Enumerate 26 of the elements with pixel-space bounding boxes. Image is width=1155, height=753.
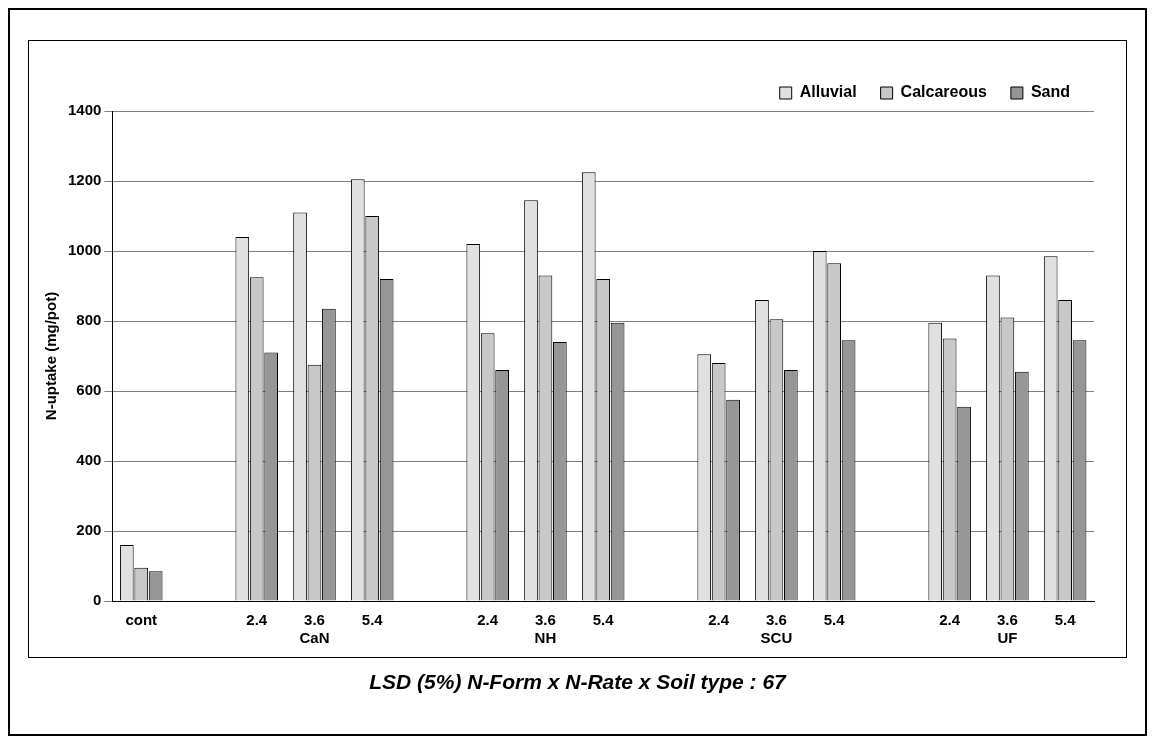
- x-tick-label: 3.6 UF: [996, 611, 1018, 647]
- x-tick-label: 5.4: [1054, 611, 1077, 629]
- x-tick-label: cont: [125, 611, 158, 629]
- x-tick-label: 3.6 SCU: [760, 611, 793, 647]
- y-tick-label: 400: [76, 451, 102, 469]
- y-tick-label: 1200: [67, 171, 102, 189]
- x-tick-label: 3.6 CaN: [299, 611, 330, 647]
- y-axis-title: N-uptake (mg/pot): [42, 291, 60, 421]
- y-tick-label: 200: [76, 521, 102, 539]
- x-tick-label: 2.4: [477, 611, 499, 629]
- legend-label: Sand: [1030, 83, 1071, 101]
- y-tick-label: 800: [76, 311, 102, 329]
- x-tick-label: 5.4: [592, 611, 615, 629]
- x-tick-label: 5.4: [823, 611, 846, 629]
- y-tick-label: 0: [93, 591, 102, 609]
- y-tick-label: 1400: [67, 101, 102, 119]
- y-tick-label: 1000: [67, 241, 102, 259]
- text: LSD (5%) N-Form x N-Rate x Soil type : 67: [368, 669, 788, 695]
- x-tick-label: 2.4: [708, 611, 730, 629]
- y-tick-label: 600: [76, 381, 102, 399]
- x-tick-label: 3.6 NH: [534, 611, 557, 647]
- x-tick-label: 2.4: [246, 611, 268, 629]
- x-tick-label: 2.4: [939, 611, 961, 629]
- legend-label: Calcareous: [900, 83, 987, 101]
- legend-label: Alluvial: [799, 83, 857, 101]
- x-tick-label: 5.4: [361, 611, 384, 629]
